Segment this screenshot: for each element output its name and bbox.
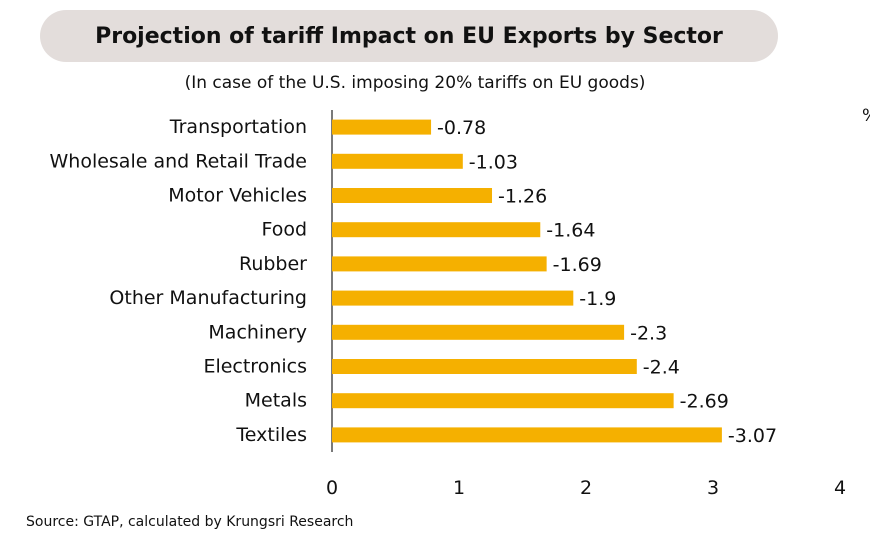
category-label: Wholesale and Retail Trade [49, 150, 307, 172]
bar [332, 153, 463, 169]
data-label: -0.78 [437, 117, 486, 139]
category-label: Machinery [208, 321, 307, 343]
bar [332, 290, 574, 306]
bar [332, 188, 493, 203]
x-tick-label: 2 [580, 477, 592, 499]
data-label: -3.07 [728, 425, 777, 447]
bar [332, 324, 625, 340]
data-label: -2.69 [680, 391, 729, 413]
category-label: Metals [245, 390, 307, 412]
data-label: -1.03 [469, 151, 518, 173]
x-tick-label: 4 [834, 477, 846, 499]
data-label: -1.26 [498, 186, 547, 208]
data-label: -2.3 [630, 322, 667, 344]
data-label: -1.64 [546, 220, 595, 242]
category-label: Motor Vehicles [168, 185, 307, 207]
bar [332, 222, 541, 238]
x-tick-label: 1 [453, 477, 465, 499]
data-label: -2.4 [643, 357, 680, 379]
category-label: Electronics [203, 356, 307, 378]
category-label: Food [261, 219, 307, 241]
chart-title: Projection of tariff Impact on EU Export… [95, 23, 723, 49]
category-label: Rubber [239, 253, 307, 275]
bar-chart: Transportation -0.78 Wholesale and Retail … [49, 110, 846, 499]
x-tick-label: 0 [326, 477, 338, 499]
category-label: Textiles [235, 424, 307, 446]
x-tick-label: 3 [707, 477, 719, 499]
chart-subtitle: (In case of the U.S. imposing 20% tariff… [184, 73, 646, 93]
bar [332, 256, 547, 272]
chart-title-banner: Projection of tariff Impact on EU Export… [40, 10, 778, 62]
data-label: -1.9 [579, 288, 616, 310]
category-label: Transportation [169, 116, 307, 138]
bar [332, 393, 674, 409]
bar [332, 427, 722, 443]
unit-label: % [862, 106, 870, 126]
data-label: -1.69 [553, 254, 602, 276]
bar [332, 359, 637, 374]
bar [332, 119, 432, 135]
source-note: Source: GTAP, calculated by Krungsri Res… [26, 514, 354, 530]
category-label: Other Manufacturing [109, 287, 307, 309]
